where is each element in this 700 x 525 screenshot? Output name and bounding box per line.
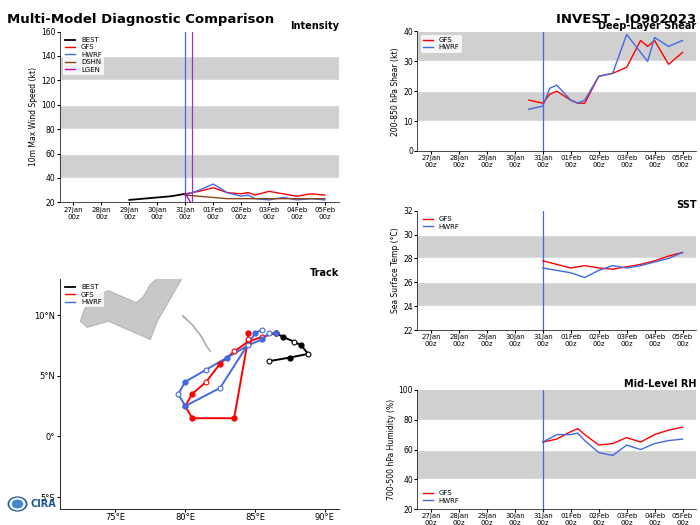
- Bar: [60, 178, 339, 202]
- Bar: [417, 306, 696, 330]
- Bar: [417, 121, 696, 151]
- Legend: GFS, HWRF: GFS, HWRF: [421, 35, 461, 52]
- Y-axis label: Sea Surface Temp (°C): Sea Surface Temp (°C): [391, 227, 400, 313]
- Bar: [60, 129, 339, 153]
- Text: INVEST - IO902023: INVEST - IO902023: [556, 13, 696, 26]
- Bar: [417, 258, 696, 282]
- Y-axis label: 700-500 hPa Humidity (%): 700-500 hPa Humidity (%): [386, 399, 395, 500]
- Circle shape: [13, 500, 22, 508]
- Text: SST: SST: [676, 200, 696, 210]
- Bar: [60, 32, 339, 56]
- Text: Track: Track: [309, 268, 339, 278]
- Text: Deep-Layer Shear: Deep-Layer Shear: [598, 20, 696, 31]
- Legend: BEST, GFS, HWRF, DSHN, LGEN: BEST, GFS, HWRF, DSHN, LGEN: [63, 35, 104, 75]
- Bar: [417, 419, 696, 449]
- Circle shape: [10, 498, 25, 510]
- Polygon shape: [80, 151, 318, 339]
- Bar: [417, 211, 696, 235]
- Text: Intensity: Intensity: [290, 20, 339, 31]
- Legend: GFS, HWRF: GFS, HWRF: [421, 488, 461, 506]
- Circle shape: [8, 497, 27, 511]
- Legend: BEST, GFS, HWRF: BEST, GFS, HWRF: [63, 282, 104, 307]
- Bar: [417, 61, 696, 91]
- Legend: GFS, HWRF: GFS, HWRF: [421, 214, 461, 232]
- Y-axis label: 10m Max Wind Speed (kt): 10m Max Wind Speed (kt): [29, 67, 38, 166]
- Text: Mid-Level RH: Mid-Level RH: [624, 379, 696, 389]
- Y-axis label: 200-850 hPa Shear (kt): 200-850 hPa Shear (kt): [391, 47, 400, 135]
- Bar: [60, 80, 339, 104]
- Polygon shape: [183, 315, 211, 351]
- Text: Multi-Model Diagnostic Comparison: Multi-Model Diagnostic Comparison: [7, 13, 274, 26]
- Bar: [417, 479, 696, 509]
- Text: CIRA: CIRA: [30, 499, 56, 509]
